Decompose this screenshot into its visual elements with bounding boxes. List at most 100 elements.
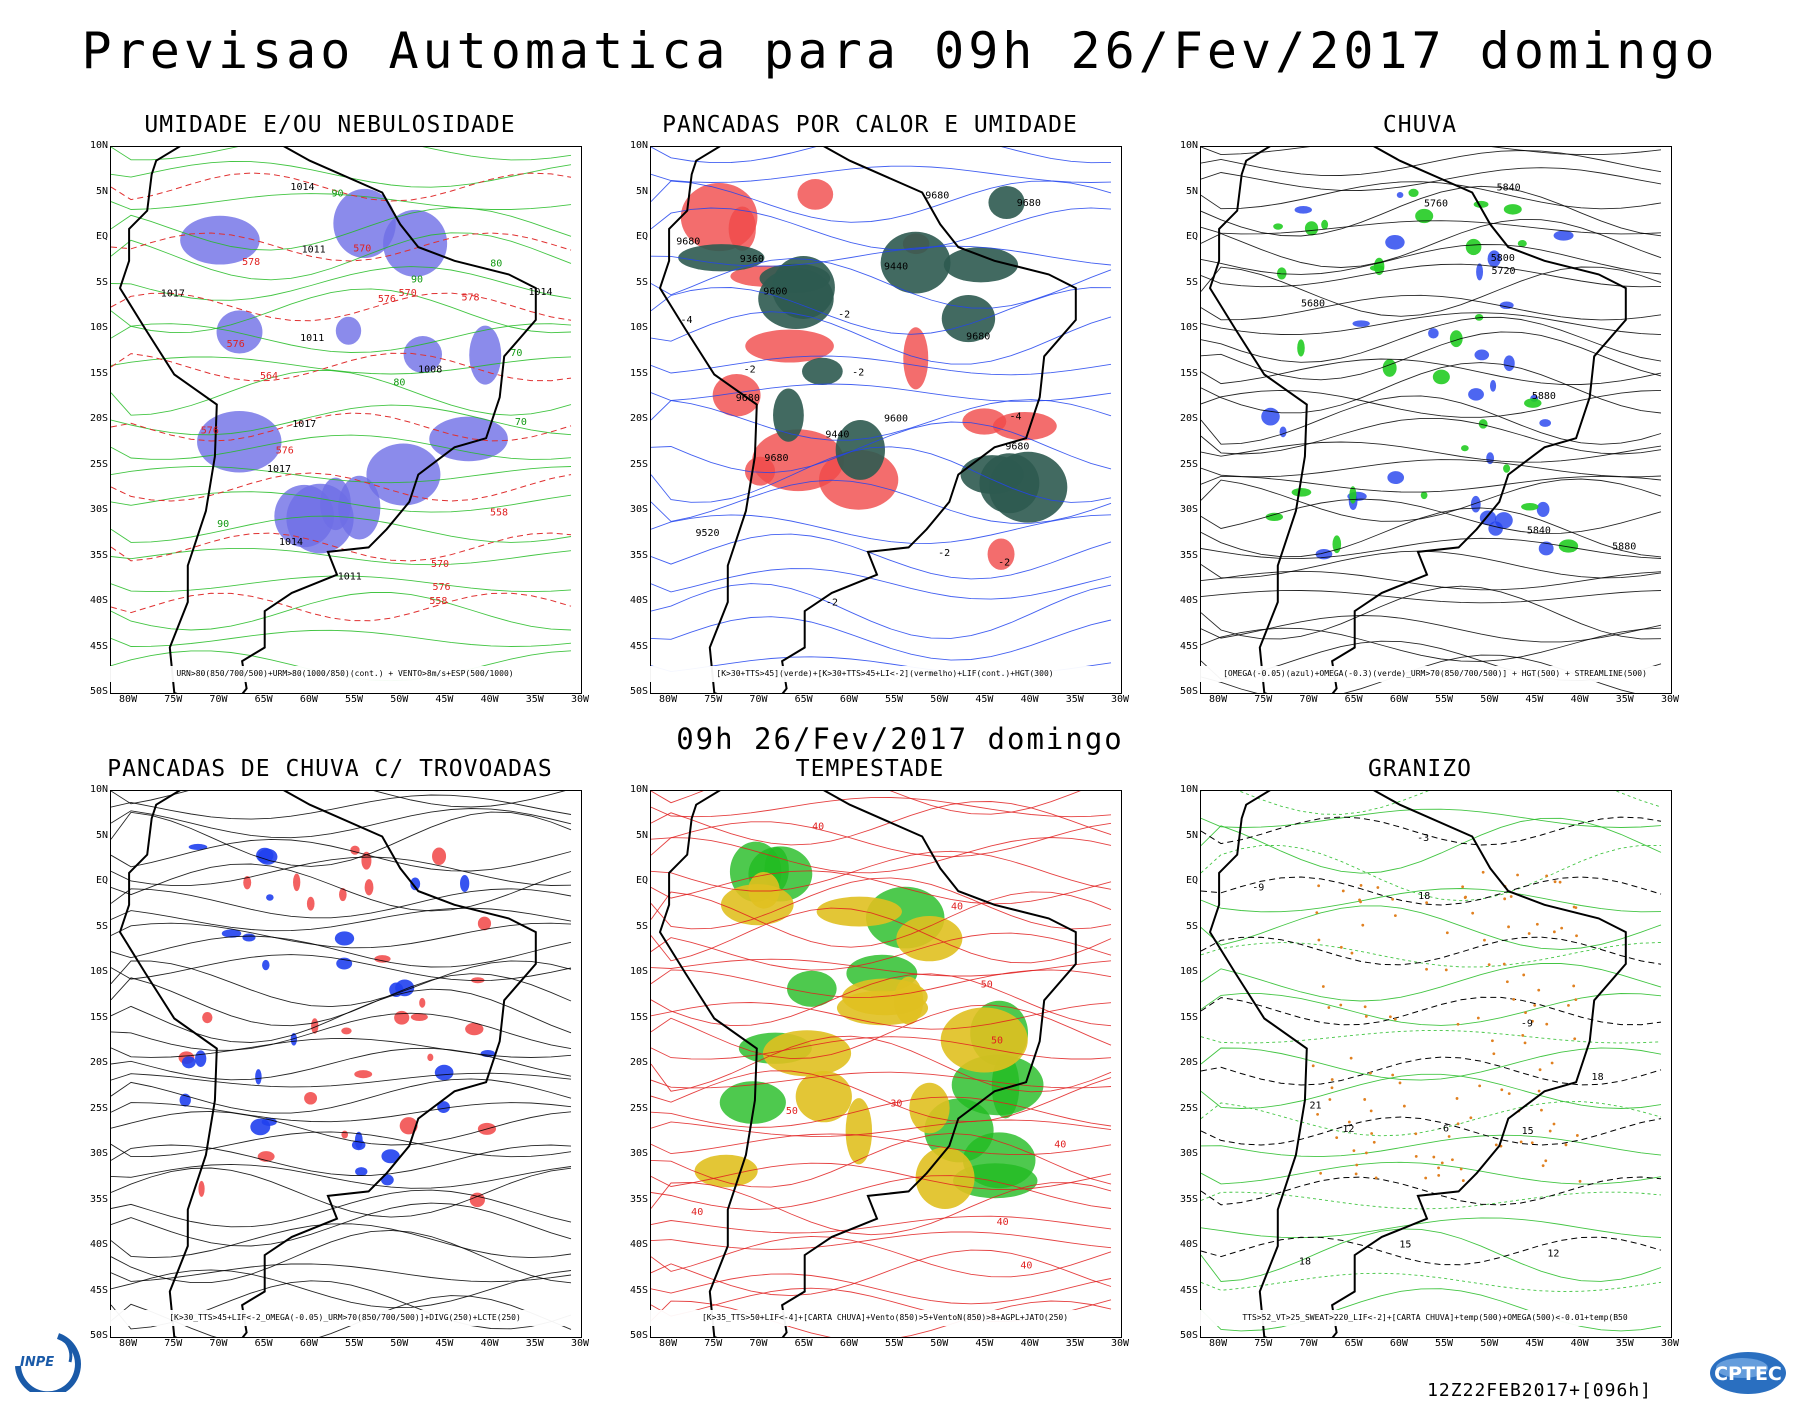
dot-marker	[1552, 1122, 1556, 1126]
dot-marker	[1317, 938, 1321, 942]
longitude-tick-label: 55W	[1435, 1338, 1454, 1349]
shaded-area	[896, 915, 963, 962]
dashed-contour	[111, 232, 572, 262]
latitude-tick-label: 35S	[89, 549, 108, 561]
dot-marker	[1558, 880, 1562, 884]
contour-line	[111, 1131, 572, 1158]
dot-marker	[1560, 926, 1564, 930]
latitude-tick-label: 20S	[1179, 1057, 1198, 1068]
dashed-contour	[1201, 1236, 1662, 1266]
contour-label: 9600	[884, 413, 908, 424]
map-canvas: 9680 9680 9680 9680 9680 9680 9680 9600 9600 9520…	[650, 146, 1122, 694]
latitude-tick-label: 50S	[89, 686, 108, 697]
contour-line	[1201, 590, 1662, 604]
dashed-contour	[1201, 1176, 1662, 1206]
contour-label: 558	[490, 507, 508, 518]
contour-label: 9680	[736, 393, 760, 404]
shaded-area	[909, 1082, 950, 1134]
dot-marker	[1469, 1116, 1473, 1120]
longitude-tick-label: 50W	[1480, 694, 1499, 705]
contour-label: 1008	[418, 365, 442, 376]
longitude-tick-label: 60W	[839, 694, 858, 705]
latitude-tick-label: 45S	[1179, 640, 1198, 652]
contour-line	[651, 1070, 1112, 1123]
shaded-area	[197, 411, 282, 473]
latitude-tick-label: 5S	[1185, 920, 1198, 932]
latitude-tick-label: 35S	[629, 549, 648, 561]
dot-marker	[1363, 1005, 1367, 1009]
contour-line	[1201, 218, 1662, 268]
dot-marker	[1575, 1134, 1579, 1137]
coastline	[658, 791, 1077, 1337]
contour-label: 576	[227, 339, 245, 350]
contour-label: 50	[786, 1106, 798, 1117]
latitude-tick-label: 5S	[635, 276, 648, 288]
dot-marker	[1521, 1033, 1525, 1037]
longitude-tick-label: 75W	[1254, 1338, 1273, 1349]
dot-marker	[1440, 1161, 1444, 1165]
contour-line	[111, 434, 572, 460]
dot-marker	[1573, 1037, 1577, 1041]
contour-line	[111, 193, 572, 210]
contour-line	[1201, 147, 1662, 156]
shaded-area	[960, 455, 1024, 494]
dot-marker	[1316, 1112, 1319, 1116]
longitude-tick-label: 55W	[885, 694, 904, 705]
latitude-tick-label: 40S	[89, 595, 108, 606]
contour-label: 1017	[292, 419, 316, 430]
contour-line	[651, 383, 1112, 402]
shaded-area	[432, 847, 447, 866]
contour-line	[111, 808, 572, 839]
shaded-area	[1521, 503, 1539, 511]
shaded-area	[374, 955, 391, 963]
dot-marker	[1374, 1176, 1378, 1180]
dot-marker	[1319, 1171, 1322, 1175]
dot-marker	[1370, 1132, 1374, 1135]
shaded-area	[341, 1027, 352, 1035]
dot-marker	[1538, 1068, 1542, 1072]
contour-line	[1201, 475, 1662, 493]
longitude-tick-label: 60W	[299, 1338, 318, 1349]
shaded-area	[262, 959, 270, 971]
contour-line	[1201, 1029, 1662, 1044]
shaded-area	[712, 373, 761, 417]
contour-line	[1201, 150, 1662, 176]
contour-label: 15	[1399, 1239, 1411, 1250]
dot-marker	[1491, 1039, 1494, 1043]
dashed-contour	[1201, 816, 1662, 846]
shaded-area	[293, 873, 301, 892]
dot-marker	[1537, 1089, 1541, 1093]
panel-legend: TTS>52_VT>25_SWEAT>220_LIF<-2]+[CARTA CH…	[1200, 1310, 1670, 1326]
contour-label: -4	[1009, 411, 1021, 422]
contour-line	[111, 988, 572, 1043]
shaded-area	[335, 316, 362, 345]
contour-line	[651, 870, 1112, 905]
latitude-tick-label: 20S	[89, 413, 108, 424]
contour-line	[651, 1071, 1112, 1089]
contour-label: -2	[826, 597, 838, 608]
latitude-tick-label: EQ	[95, 875, 108, 886]
contour-line	[651, 207, 1112, 251]
latitude-tick-label: 40S	[89, 1239, 108, 1250]
dot-marker	[1503, 897, 1507, 901]
shaded-area	[341, 1130, 349, 1139]
contour-line	[111, 356, 572, 375]
longitude-tick-label: 40W	[1570, 1338, 1589, 1349]
contour-label: 40	[997, 1217, 1009, 1228]
longitude-tick-label: 65W	[254, 1338, 273, 1349]
shaded-area	[221, 929, 242, 938]
dot-marker	[1481, 870, 1485, 874]
dot-marker	[1550, 1061, 1554, 1065]
contour-line	[1201, 888, 1662, 913]
contour-label: 576	[276, 446, 294, 457]
contour-label: 30	[890, 1099, 902, 1110]
latitude-tick-label: 30S	[1179, 504, 1198, 515]
contour-line	[651, 1132, 1112, 1188]
latitude-tick-label: 15S	[1179, 367, 1198, 379]
shaded-area	[250, 1118, 271, 1136]
shaded-area	[1449, 330, 1463, 348]
shaded-area	[333, 188, 396, 259]
dot-marker	[1461, 1179, 1465, 1182]
contour-label: 576	[201, 425, 219, 436]
longitude-tick-label: 80W	[119, 694, 138, 705]
